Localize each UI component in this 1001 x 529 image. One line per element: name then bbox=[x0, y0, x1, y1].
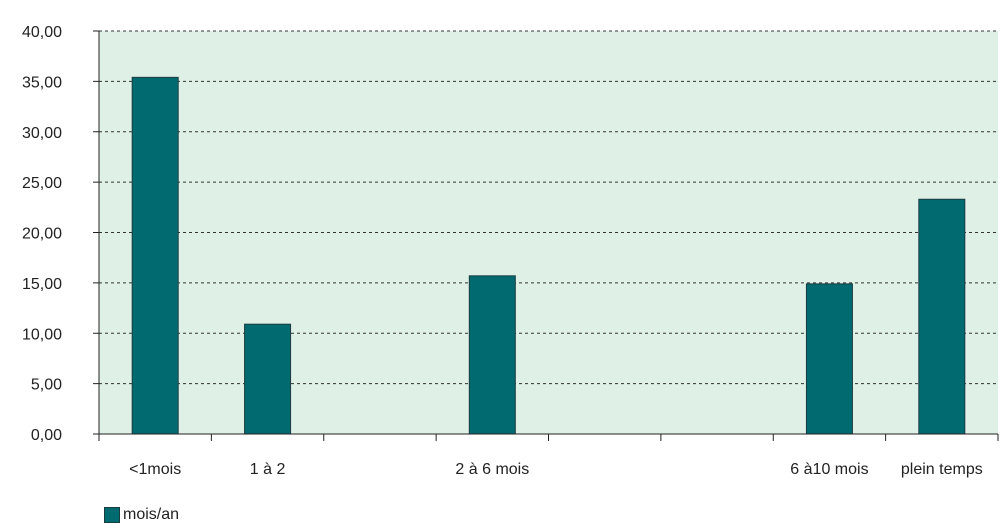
y-tick-label: 10,00 bbox=[22, 326, 62, 343]
bar bbox=[131, 76, 179, 435]
y-tick-label: 25,00 bbox=[22, 175, 62, 192]
bar bbox=[468, 275, 516, 435]
x-axis: <1mois 1 à 2 2 à 6 mois 6 à10 mois plein tem… bbox=[98, 433, 999, 478]
x-tick-label: 1 à 2 bbox=[250, 461, 286, 478]
bars bbox=[131, 76, 966, 435]
x-tick-label: 6 à10 mois bbox=[790, 461, 868, 478]
y-tick-label: 20,00 bbox=[22, 226, 62, 243]
y-tick-label: 5,00 bbox=[31, 377, 62, 394]
x-tick-label: 2 à 6 mois bbox=[455, 461, 529, 478]
bar bbox=[244, 323, 292, 435]
y-tick-label: 35,00 bbox=[22, 74, 62, 91]
y-tick-label: 0,00 bbox=[31, 427, 62, 444]
y-tick-label: 15,00 bbox=[22, 276, 62, 293]
legend-label: mois/an bbox=[123, 506, 180, 523]
bar bbox=[805, 283, 853, 435]
y-tick-label: 40,00 bbox=[22, 24, 62, 41]
y-axis: 0,00 5,00 10,00 15,00 20,00 25,00 30,00 35,00 40… bbox=[22, 24, 100, 444]
x-tick-label: <1mois bbox=[129, 461, 181, 478]
y-tick-label: 30,00 bbox=[22, 125, 62, 142]
legend-swatch bbox=[104, 507, 120, 523]
bar-chart: 0,00 5,00 10,00 15,00 20,00 25,00 30,00 35,00 40… bbox=[22, 24, 999, 478]
legend: mois/an bbox=[104, 506, 179, 524]
bar bbox=[918, 198, 966, 435]
x-tick-label: plein temps bbox=[901, 461, 983, 478]
